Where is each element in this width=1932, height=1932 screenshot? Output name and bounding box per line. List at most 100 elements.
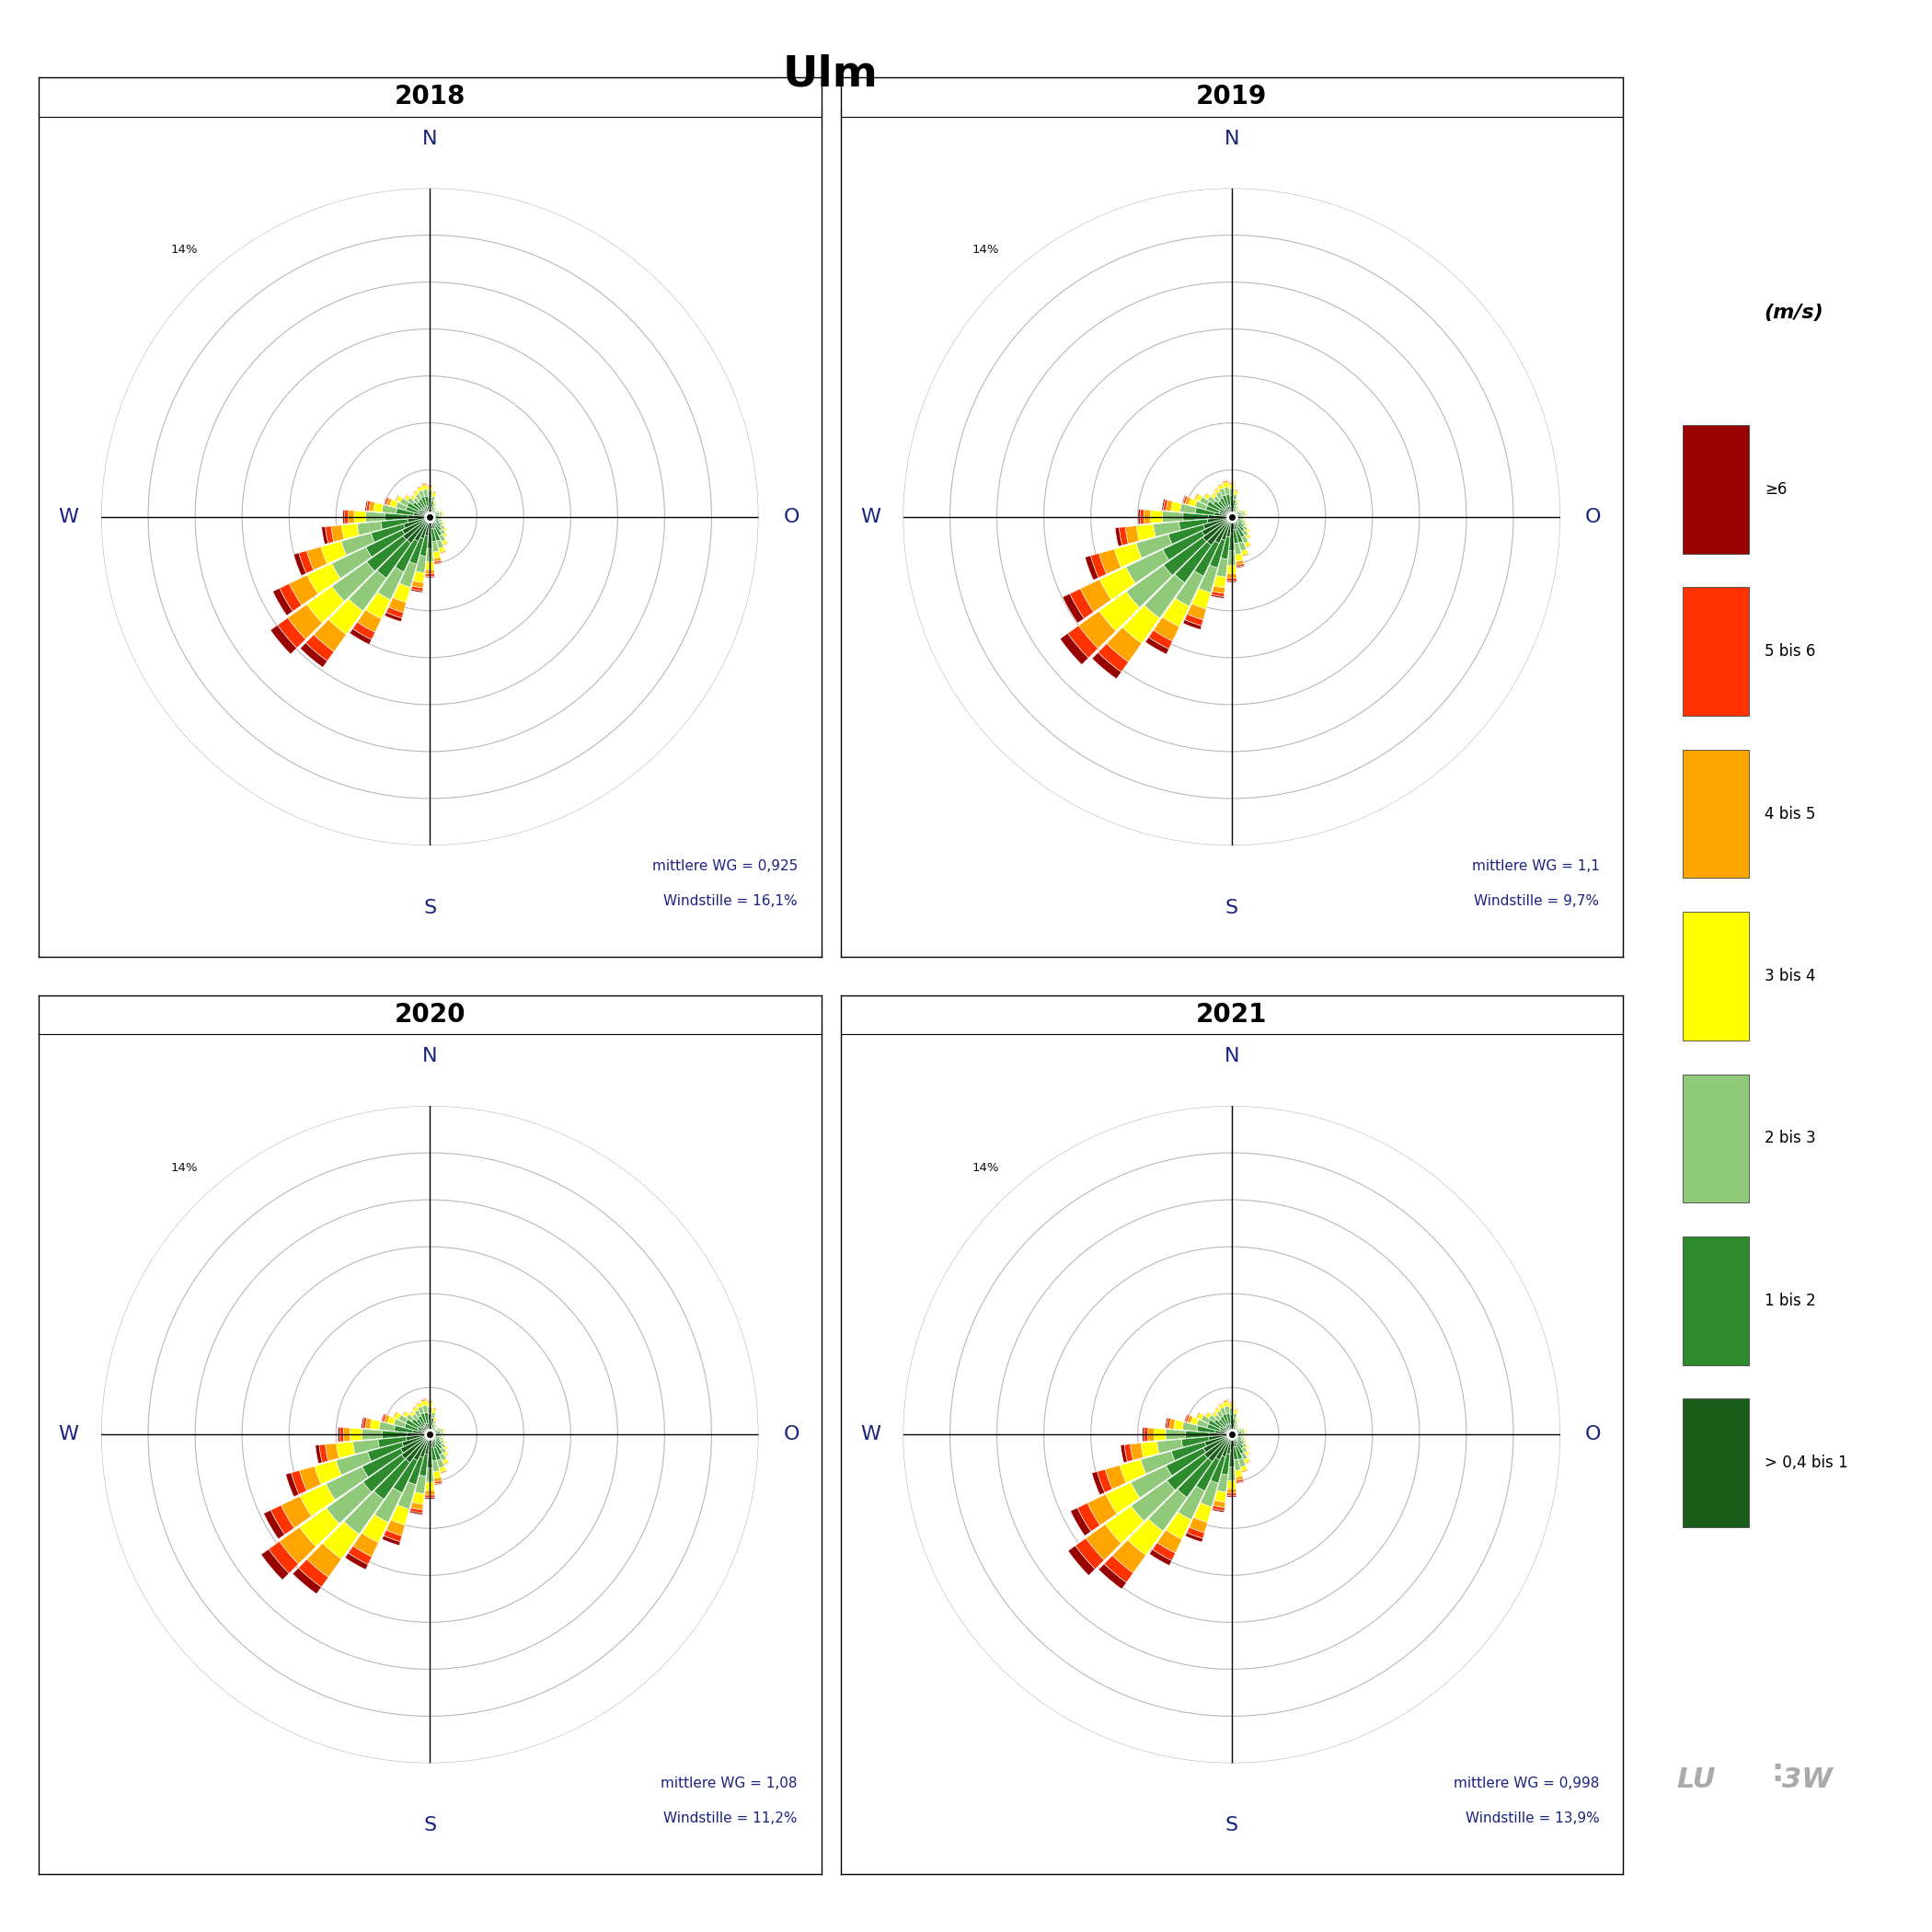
- Bar: [1132, 1480, 1175, 1520]
- Bar: [1217, 483, 1223, 485]
- Bar: [1148, 630, 1173, 649]
- Bar: [410, 1412, 415, 1416]
- Bar: [1208, 516, 1233, 545]
- Bar: [406, 1434, 431, 1463]
- Bar: [361, 1416, 365, 1428]
- Bar: [390, 1505, 410, 1524]
- Bar: [348, 1546, 371, 1565]
- Bar: [1211, 493, 1215, 497]
- Bar: [433, 1428, 435, 1432]
- Bar: [294, 553, 305, 576]
- Bar: [1088, 1493, 1117, 1524]
- Bar: [431, 508, 433, 516]
- Bar: [425, 1495, 435, 1497]
- Bar: [442, 543, 448, 547]
- Bar: [444, 529, 448, 531]
- Bar: [1213, 1505, 1225, 1511]
- Bar: [270, 1505, 294, 1534]
- Bar: [342, 510, 346, 524]
- Bar: [321, 527, 328, 545]
- Bar: [288, 605, 323, 639]
- Bar: [1213, 497, 1221, 502]
- Bar: [435, 514, 440, 516]
- Bar: [1236, 564, 1244, 566]
- Bar: [1208, 516, 1233, 524]
- Bar: [1236, 1428, 1238, 1430]
- Bar: [1229, 1408, 1235, 1414]
- Bar: [444, 1453, 448, 1457]
- Bar: [1167, 1418, 1171, 1428]
- Bar: [431, 1434, 435, 1437]
- Bar: [1223, 1401, 1229, 1403]
- Bar: [1209, 1434, 1233, 1435]
- Text: 2021: 2021: [1196, 1001, 1267, 1028]
- Bar: [442, 1432, 444, 1434]
- Bar: [396, 497, 402, 502]
- Bar: [435, 1443, 442, 1455]
- Bar: [402, 1410, 406, 1414]
- Text: 2%: 2%: [1179, 468, 1198, 479]
- Bar: [1242, 554, 1250, 556]
- Bar: [419, 491, 425, 498]
- Bar: [1163, 599, 1190, 626]
- Bar: [272, 587, 294, 616]
- Bar: [1217, 558, 1227, 578]
- Bar: [1206, 493, 1211, 500]
- Bar: [1200, 1480, 1219, 1507]
- Bar: [431, 1412, 435, 1418]
- Bar: [431, 516, 435, 520]
- Bar: [412, 1503, 423, 1511]
- Bar: [435, 1478, 442, 1482]
- Bar: [1227, 495, 1231, 506]
- Bar: [1235, 1408, 1238, 1410]
- Bar: [421, 1426, 431, 1434]
- Bar: [1236, 1432, 1242, 1434]
- Bar: [1215, 493, 1223, 498]
- Bar: [321, 541, 346, 564]
- Bar: [435, 524, 442, 531]
- Text: W: W: [58, 508, 79, 526]
- Bar: [1246, 1441, 1248, 1445]
- Bar: [1227, 1412, 1231, 1424]
- Bar: [431, 1432, 433, 1434]
- Bar: [410, 537, 423, 564]
- Bar: [1246, 533, 1250, 539]
- Bar: [433, 1426, 435, 1432]
- Bar: [435, 560, 442, 564]
- Bar: [425, 506, 431, 516]
- Bar: [440, 529, 446, 535]
- Bar: [1236, 1430, 1242, 1434]
- Bar: [1208, 516, 1233, 518]
- Bar: [404, 495, 408, 498]
- Bar: [444, 1461, 448, 1464]
- Bar: [1151, 1542, 1175, 1561]
- Bar: [444, 529, 448, 531]
- Bar: [1244, 1428, 1246, 1432]
- Bar: [412, 1405, 415, 1408]
- Bar: [1242, 554, 1250, 558]
- Bar: [431, 506, 435, 512]
- Text: LU: LU: [1677, 1766, 1716, 1793]
- Bar: [417, 510, 431, 516]
- Bar: [427, 1451, 433, 1468]
- Bar: [440, 553, 446, 554]
- Bar: [365, 593, 390, 618]
- Bar: [1240, 512, 1244, 514]
- Bar: [1242, 1447, 1248, 1453]
- Bar: [417, 1416, 425, 1426]
- Bar: [1194, 493, 1200, 500]
- Bar: [1242, 526, 1248, 531]
- Bar: [439, 1437, 442, 1439]
- Bar: [442, 1428, 444, 1432]
- Bar: [1236, 1480, 1244, 1482]
- Bar: [1213, 512, 1233, 516]
- Bar: [400, 498, 410, 506]
- Bar: [1236, 512, 1242, 516]
- Bar: [406, 1434, 431, 1441]
- Bar: [1235, 1459, 1240, 1470]
- Bar: [1105, 1482, 1140, 1513]
- Bar: [421, 483, 427, 485]
- Text: W: W: [58, 1426, 79, 1443]
- Bar: [437, 539, 444, 549]
- Bar: [379, 1437, 406, 1447]
